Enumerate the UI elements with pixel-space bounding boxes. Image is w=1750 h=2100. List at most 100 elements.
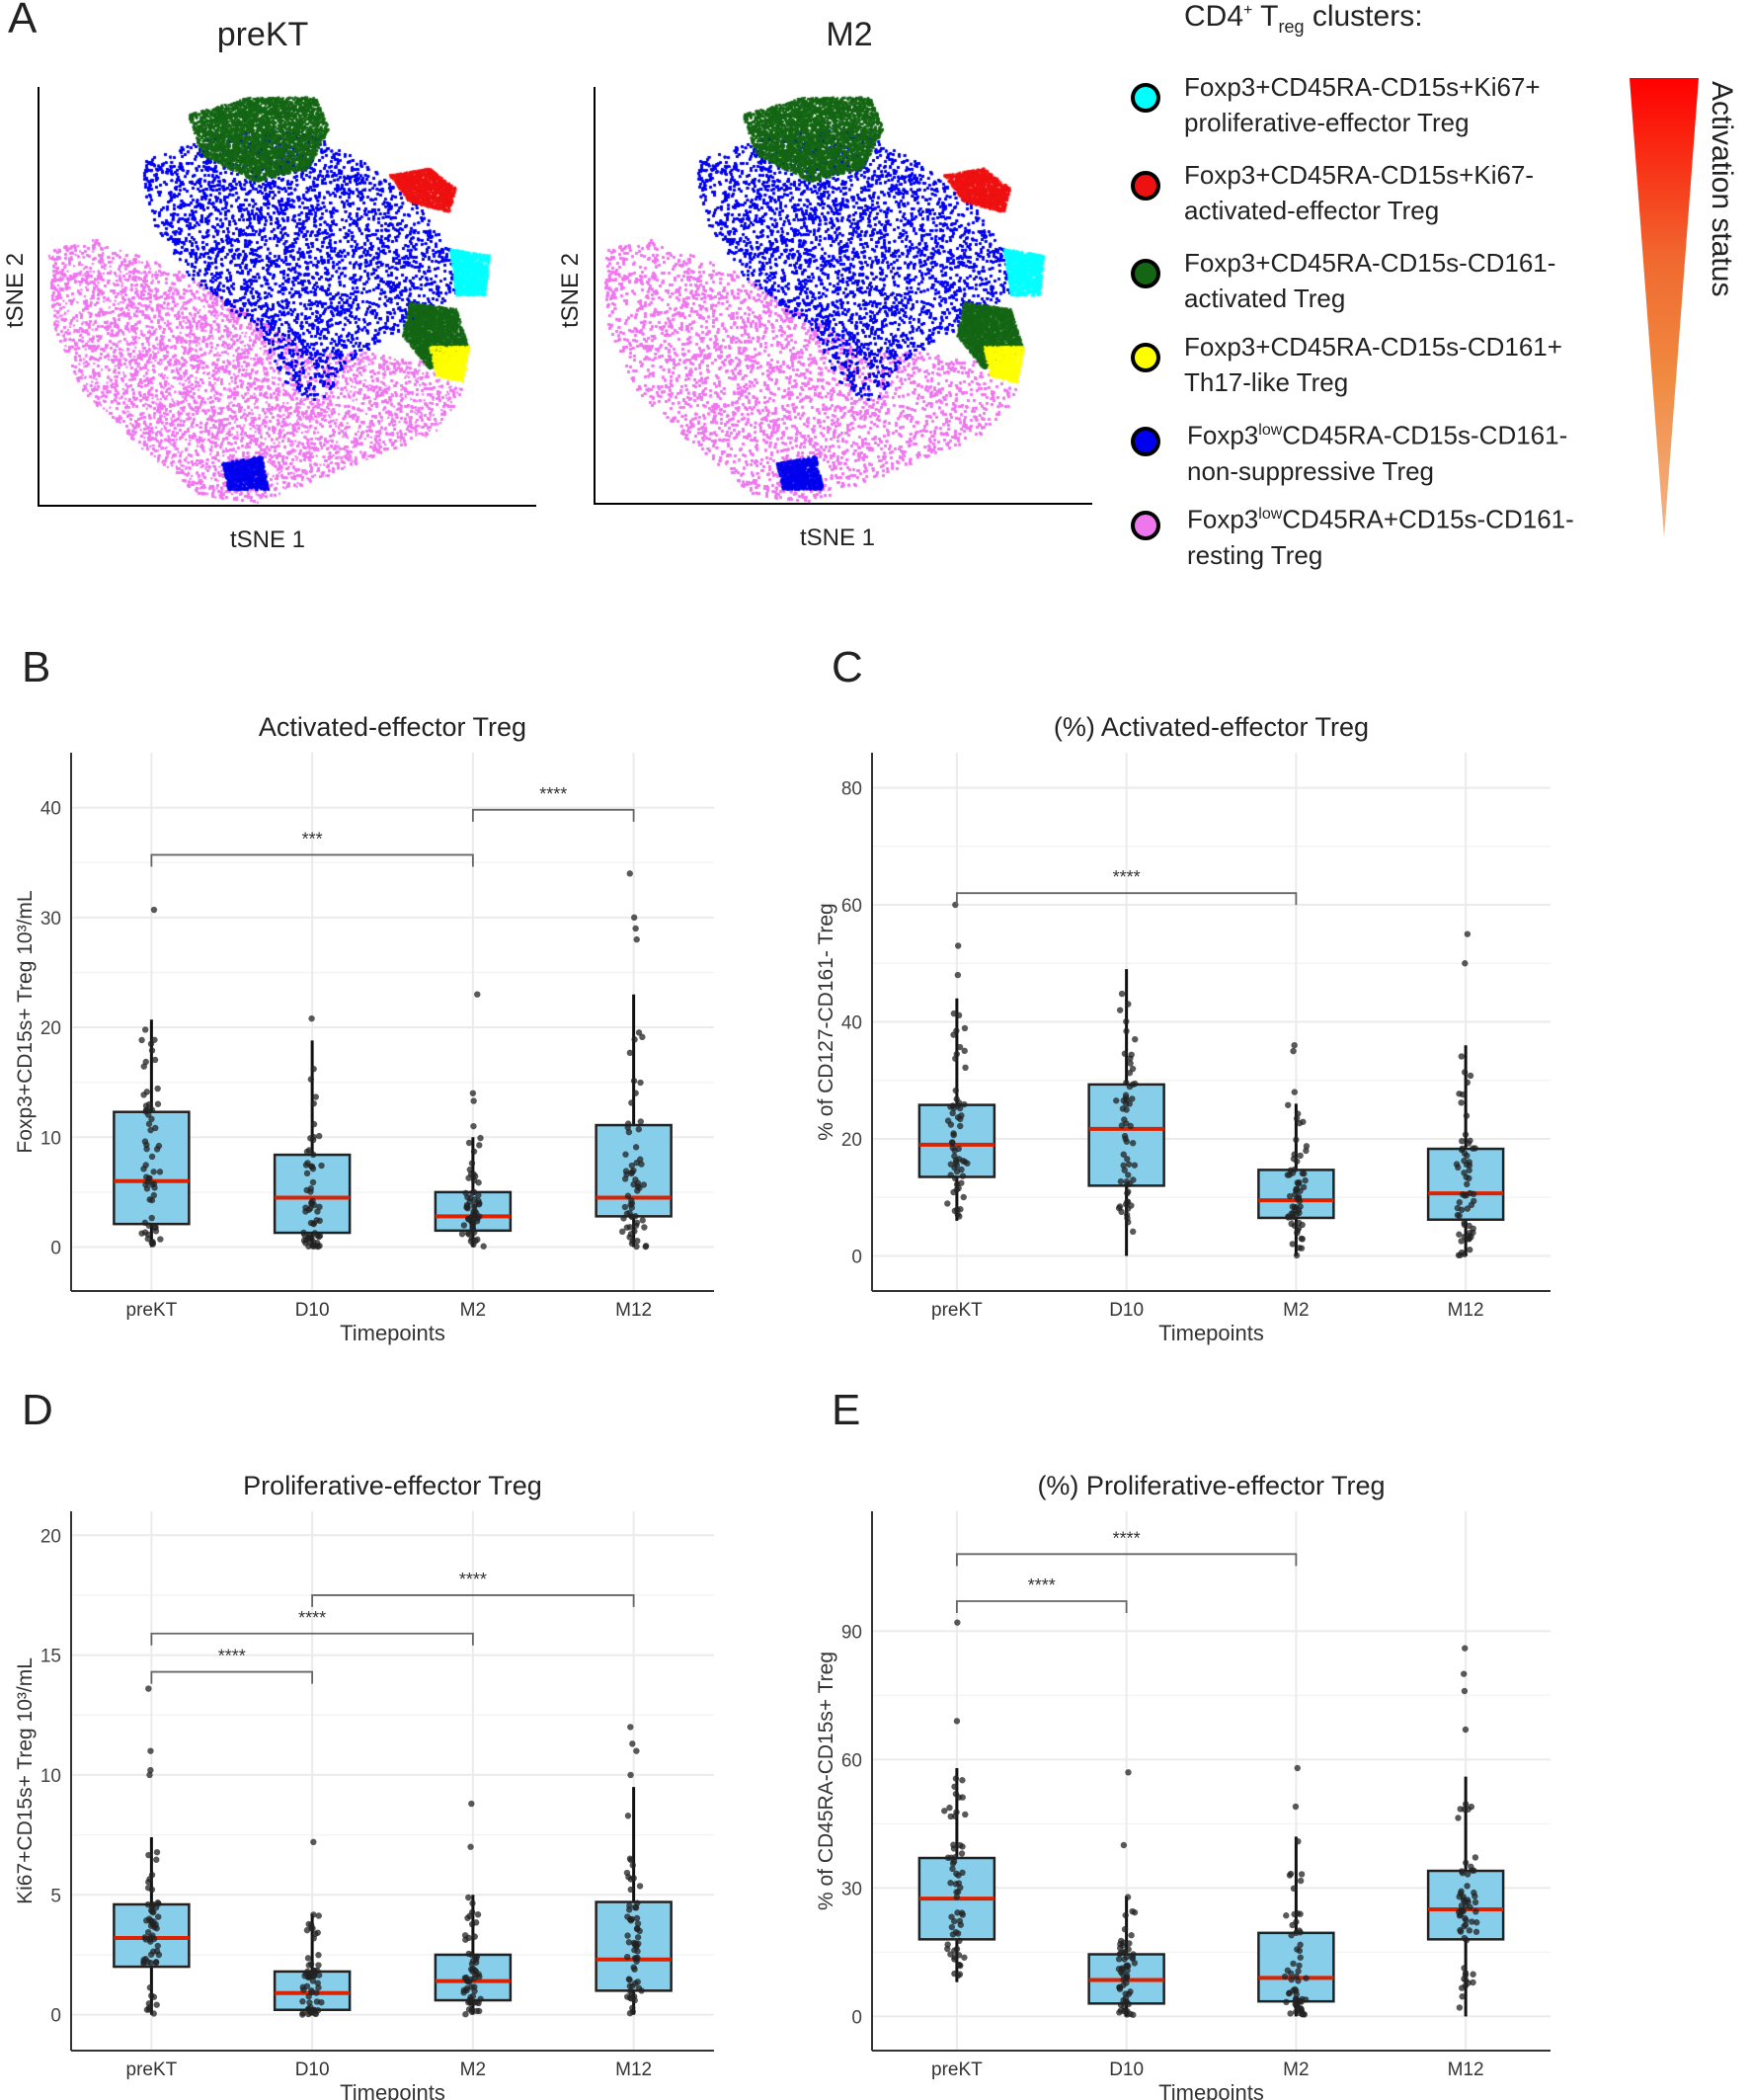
data-point <box>1470 1979 1476 1986</box>
x-tick-label: D10 <box>1109 2060 1144 2080</box>
data-point <box>153 2001 160 2008</box>
data-point <box>949 1144 957 1152</box>
data-point <box>1121 1050 1129 1057</box>
data-point <box>465 1216 472 1223</box>
activation-gradient-triangle <box>1630 78 1699 537</box>
data-point <box>474 1236 481 1244</box>
data-point <box>463 1984 471 1992</box>
data-point <box>1288 1932 1295 1939</box>
data-point <box>473 2007 480 2015</box>
data-point <box>1471 1197 1477 1205</box>
data-point <box>950 1841 957 1848</box>
data-point <box>472 1919 480 1926</box>
data-point <box>956 1104 964 1112</box>
data-point <box>309 1178 317 1186</box>
legend-color-dot <box>1131 259 1160 288</box>
data-point <box>140 1091 147 1098</box>
legend-line2: activated-effector Treg <box>1184 196 1440 225</box>
legend-line1-b: CD45RA-CD15s-CD161- <box>1282 420 1568 450</box>
data-point <box>1287 1167 1295 1173</box>
data-point <box>144 1235 152 1243</box>
x-tick-label: D10 <box>1109 1300 1144 1321</box>
data-point <box>953 1162 961 1170</box>
data-point <box>312 1093 319 1100</box>
x-tick-label: D10 <box>295 2060 330 2080</box>
data-point <box>147 1917 155 1924</box>
y-tick-label: 80 <box>841 779 862 800</box>
y-tick-label: 30 <box>40 909 61 929</box>
data-point <box>152 1959 160 1967</box>
data-point <box>469 1899 476 1907</box>
data-point <box>480 1243 487 1250</box>
data-point <box>1456 2004 1464 2011</box>
data-point <box>1296 1178 1303 1186</box>
outlier-point <box>1292 1803 1300 1811</box>
data-point <box>633 1914 641 1922</box>
data-point <box>1469 1918 1475 1925</box>
data-point <box>949 1865 956 1873</box>
data-point <box>153 1848 161 1856</box>
data-point <box>961 1047 968 1055</box>
data-point <box>1297 1910 1304 1917</box>
data-point <box>1463 1859 1470 1867</box>
data-point <box>621 1175 629 1182</box>
data-point <box>1303 1975 1310 1981</box>
x-tick-label: preKT <box>126 2060 178 2080</box>
data-point <box>949 1860 957 1867</box>
data-point <box>466 1166 474 1173</box>
data-point <box>299 1998 306 2005</box>
data-point <box>141 1934 149 1941</box>
data-point <box>955 1156 963 1163</box>
data-point <box>310 1973 318 1979</box>
data-point <box>470 1188 478 1196</box>
data-point <box>1128 1932 1135 1939</box>
data-point <box>1293 1252 1301 1259</box>
data-point <box>1458 1099 1465 1106</box>
legend-color-dot <box>1131 343 1160 372</box>
data-point <box>1297 1954 1304 1961</box>
data-point <box>145 1120 153 1128</box>
data-point <box>1123 1096 1130 1103</box>
data-point <box>951 1207 959 1215</box>
data-point <box>154 1942 161 1950</box>
data-point <box>957 1884 964 1892</box>
data-point <box>627 1856 635 1864</box>
data-point <box>468 1908 476 1916</box>
data-point <box>1290 1960 1297 1968</box>
significance-label: **** <box>1113 867 1141 887</box>
data-point <box>1125 1001 1132 1008</box>
significance-bracket <box>955 892 1298 906</box>
data-point <box>306 1999 313 2006</box>
data-point <box>1298 1871 1306 1878</box>
data-point <box>468 1235 476 1243</box>
data-point <box>953 1945 961 1953</box>
y-tick-label: 0 <box>50 2006 61 2027</box>
data-point <box>1464 1205 1472 1212</box>
y-axis-label: Ki67+CD15s+ Treg 10³/mL <box>14 1657 37 1904</box>
data-point <box>633 1942 640 1949</box>
data-point <box>1462 1921 1470 1928</box>
data-point <box>464 1205 471 1212</box>
data-point <box>958 1179 965 1186</box>
data-point <box>948 1139 956 1146</box>
data-point <box>1113 1097 1120 1104</box>
data-point <box>633 1159 640 1167</box>
map1-xlabel: tSNE 1 <box>230 526 306 553</box>
data-point <box>1296 1947 1304 1955</box>
data-point <box>1129 1081 1137 1089</box>
significance-bracket <box>955 1553 1298 1567</box>
data-point <box>469 1220 477 1228</box>
data-point <box>1465 1140 1472 1147</box>
outlier-point <box>308 1014 315 1022</box>
outlier-point <box>470 1122 477 1130</box>
data-point <box>307 1076 315 1083</box>
data-point <box>1295 1968 1302 1975</box>
data-point <box>154 1100 162 1107</box>
data-point <box>962 1064 969 1072</box>
map1-x-axis <box>38 505 536 507</box>
data-point <box>315 1962 322 1969</box>
outlier-point <box>632 925 639 932</box>
data-point <box>955 1145 962 1153</box>
data-point <box>954 1972 962 1979</box>
